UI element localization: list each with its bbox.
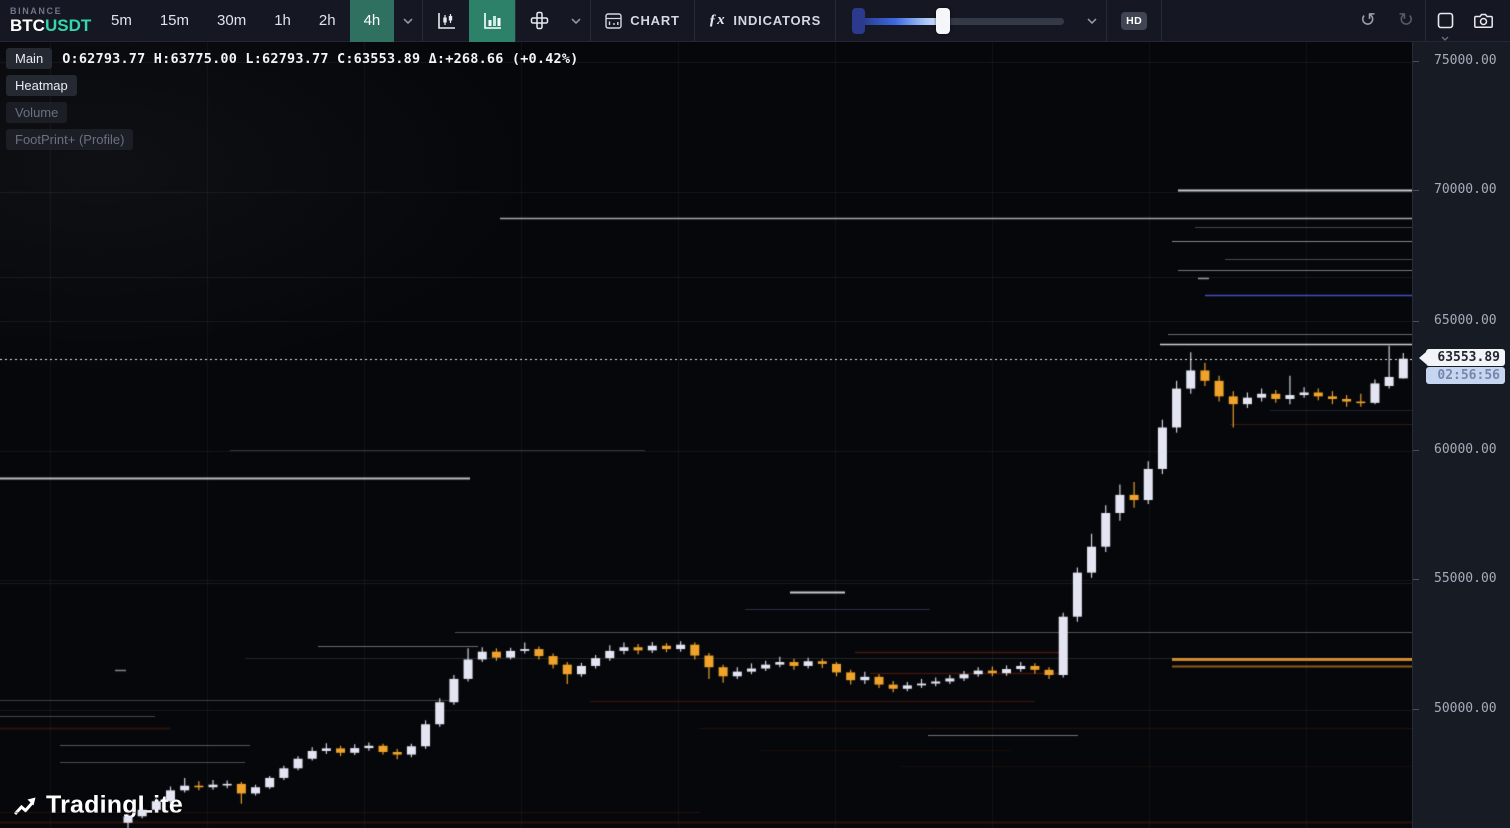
timeframe-15m[interactable]: 15m: [159, 12, 190, 29]
timeframe-5m[interactable]: 5m: [111, 12, 132, 29]
chart-button[interactable]: CHART: [591, 0, 694, 42]
timeframe-1h[interactable]: 1h: [274, 12, 291, 29]
chart-canvas[interactable]: [0, 42, 1412, 828]
last-price-label: 63553.89: [1419, 349, 1505, 366]
slider-fill: [854, 17, 947, 25]
separator: [1425, 0, 1426, 42]
price-axis[interactable]: 75000.00 70000.00 65000.00 60000.00 5500…: [1412, 42, 1510, 828]
separator: [693, 0, 695, 42]
indicators-button-label: INDICATORS: [733, 13, 822, 28]
timeframe-2h[interactable]: 2h: [318, 12, 336, 29]
undo-icon[interactable]: ↺: [1360, 10, 1376, 31]
layer-heatmap-badge[interactable]: Heatmap: [6, 75, 77, 96]
chart-button-label: CHART: [630, 13, 680, 28]
layer-main-badge[interactable]: Main: [6, 48, 53, 69]
redo-icon[interactable]: ↻: [1398, 10, 1414, 31]
price-tick-label: 65000.00: [1413, 313, 1510, 328]
layout-chevron-icon: [1441, 36, 1449, 41]
fx-icon: ƒx: [708, 12, 726, 28]
price-tick-label: 70000.00: [1413, 182, 1510, 197]
chart-legend: Main O:62793.77 H:63775.00 L:62793.77 C:…: [6, 48, 579, 156]
timeframe-dropdown-chevron-icon[interactable]: [394, 0, 422, 42]
price-tick-label: 60000.00: [1413, 442, 1510, 457]
separator: [422, 0, 424, 42]
chart-window-icon: [605, 12, 622, 29]
slider-handle[interactable]: [936, 7, 951, 34]
exchange-label: BINANCE: [10, 5, 63, 16]
chart-area: TradingLite Main O:62793.77 H:63775.00 L…: [0, 42, 1412, 828]
indicators-button[interactable]: ƒx INDICATORS: [695, 0, 835, 42]
separator: [515, 0, 517, 42]
layer-footprint-badge[interactable]: FootPrint+ (Profile): [6, 129, 134, 150]
separator: [835, 0, 837, 42]
symbol-label: BTCUSDT: [10, 15, 92, 35]
web-levels-icon[interactable]: [516, 0, 562, 42]
candle-countdown-label: 02:56:56: [1426, 367, 1505, 384]
web-levels-dropdown-chevron-icon[interactable]: [562, 0, 590, 42]
top-toolbar: BINANCE BTCUSDT 5m 15m 30m 1h 2h 4h: [0, 0, 1510, 42]
candlestick-chart-icon[interactable]: [423, 0, 469, 42]
ohlc-readout: O:62793.77 H:63775.00 L:62793.77 C:63553…: [62, 50, 579, 67]
screenshot-camera-icon[interactable]: [1464, 0, 1502, 42]
slider-dropdown-chevron-icon[interactable]: [1078, 0, 1106, 42]
separator: [1106, 0, 1108, 42]
timeframe-30m[interactable]: 30m: [217, 12, 247, 29]
layer-volume-badge[interactable]: Volume: [6, 102, 68, 123]
separator: [1161, 0, 1163, 42]
slider-track[interactable]: [852, 17, 1065, 25]
hd-toggle-button[interactable]: HD: [1121, 11, 1148, 30]
layout-panel-icon[interactable]: [1426, 0, 1464, 42]
slider-min-handle[interactable]: [852, 7, 866, 34]
symbol-selector[interactable]: BINANCE BTCUSDT: [0, 6, 97, 36]
volume-bars-icon-active[interactable]: [469, 0, 516, 42]
price-tick-label: 75000.00: [1413, 53, 1510, 68]
price-tick-label: 55000.00: [1413, 571, 1510, 586]
price-tick-label: 50000.00: [1413, 701, 1510, 716]
heatmap-intensity-slider[interactable]: [852, 7, 1065, 35]
separator: [590, 0, 592, 42]
timeframe-4h-active[interactable]: 4h: [349, 0, 395, 42]
